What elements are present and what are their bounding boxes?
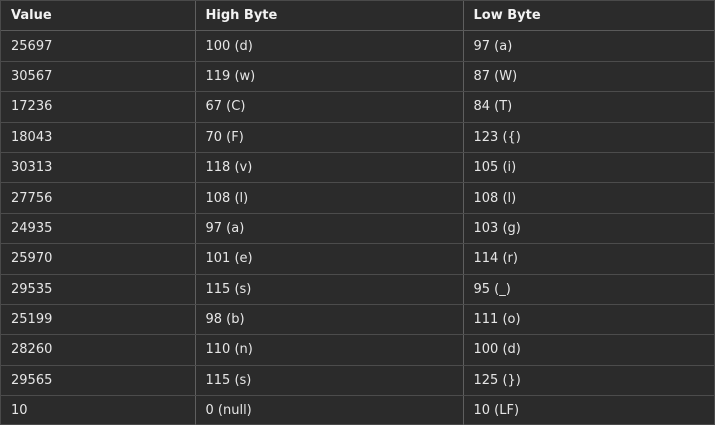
cell-value: 10 xyxy=(11,403,28,419)
cell-low-byte: 105 (i) xyxy=(462,152,714,184)
table-row: 18043 70 (F) 123 ({) xyxy=(1,122,714,153)
table-header-row: Value High Byte Low Byte xyxy=(1,1,714,32)
cell-high-byte: 115 (s) xyxy=(194,274,463,305)
cell-high-byte: 67 (C) xyxy=(194,91,463,123)
cell-high-byte: 118 (v) xyxy=(194,152,463,184)
cell-high-byte: 101 (e) xyxy=(194,243,463,275)
header-low-byte: Low Byte xyxy=(462,1,714,32)
table-row: 29565 115 (s) 125 (}) xyxy=(1,365,714,397)
table-row: 25199 98 (b) 111 (o) xyxy=(1,304,714,336)
table-row: 30567 119 (w) 87 (W) xyxy=(1,61,714,93)
cell-high-byte: 100 (d) xyxy=(194,30,463,62)
cell-value: 25199 xyxy=(1,304,195,336)
table-row: 27756 108 (l) 108 (l) xyxy=(1,182,714,214)
table-row: 29535 115 (s) 95 (_) xyxy=(1,274,714,305)
cell-high-byte: 110 (n) xyxy=(194,334,463,366)
cell-low-byte: 108 (l) xyxy=(462,182,714,214)
header-high-byte: High Byte xyxy=(194,1,463,32)
cell-low-byte: 114 (r) xyxy=(462,243,714,275)
cell-low-byte: 84 (T) xyxy=(462,91,714,123)
table-row: 17236 67 (C) 84 (T) xyxy=(1,91,714,123)
cell-value: 29565 xyxy=(1,365,195,397)
cell-value: 18043 xyxy=(1,122,195,153)
cell-value: 17236 xyxy=(1,91,195,123)
cell-value: 28260 xyxy=(1,334,195,366)
table-row: 24935 97 (a) 103 (g) xyxy=(1,213,714,245)
cell-value: 30313 xyxy=(1,152,195,184)
table-row: 30313 118 (v) 105 (i) xyxy=(1,152,714,184)
cell-high-byte: 0 (null) xyxy=(194,395,463,425)
cell-value: 25970 xyxy=(1,243,195,275)
cell-low-byte: 87 (W) xyxy=(462,61,714,93)
cell-high-byte: 98 (b) xyxy=(194,304,463,336)
cell-low-byte: 111 (o) xyxy=(462,304,714,336)
cell-value: 30567 xyxy=(1,61,195,93)
cell-high-byte: 119 (w) xyxy=(194,61,463,93)
cell-value: 27756 xyxy=(1,182,195,214)
cell-value: 25697 xyxy=(1,30,195,62)
cell-low-byte: 103 (g) xyxy=(462,213,714,245)
table-row: 28260 110 (n) 100 (d) xyxy=(1,334,714,366)
cell-value: 24935 xyxy=(1,213,195,245)
header-value: Value xyxy=(1,1,195,32)
cell-low-byte: 123 ({) xyxy=(462,122,714,153)
cell-low-byte: 95 (_) xyxy=(462,274,714,305)
cell-low-byte: 97 (a) xyxy=(462,30,714,62)
table-row: 25697 100 (d) 97 (a) xyxy=(1,30,714,62)
table-row: 10 0 (null) 10 (LF) xyxy=(1,395,714,425)
cell-low-byte: 125 (}) xyxy=(462,365,714,397)
cell-low-byte: 100 (d) xyxy=(462,334,714,366)
cell-value: 29535 xyxy=(1,274,195,305)
table-row: 25970 101 (e) 114 (r) xyxy=(1,243,714,275)
cell-high-byte: 97 (a) xyxy=(194,213,463,245)
cell-high-byte: 108 (l) xyxy=(194,182,463,214)
cell-high-byte: 115 (s) xyxy=(194,365,463,397)
cell-high-byte: 70 (F) xyxy=(194,122,463,153)
cell-low-byte: 10 (LF) xyxy=(462,395,714,425)
